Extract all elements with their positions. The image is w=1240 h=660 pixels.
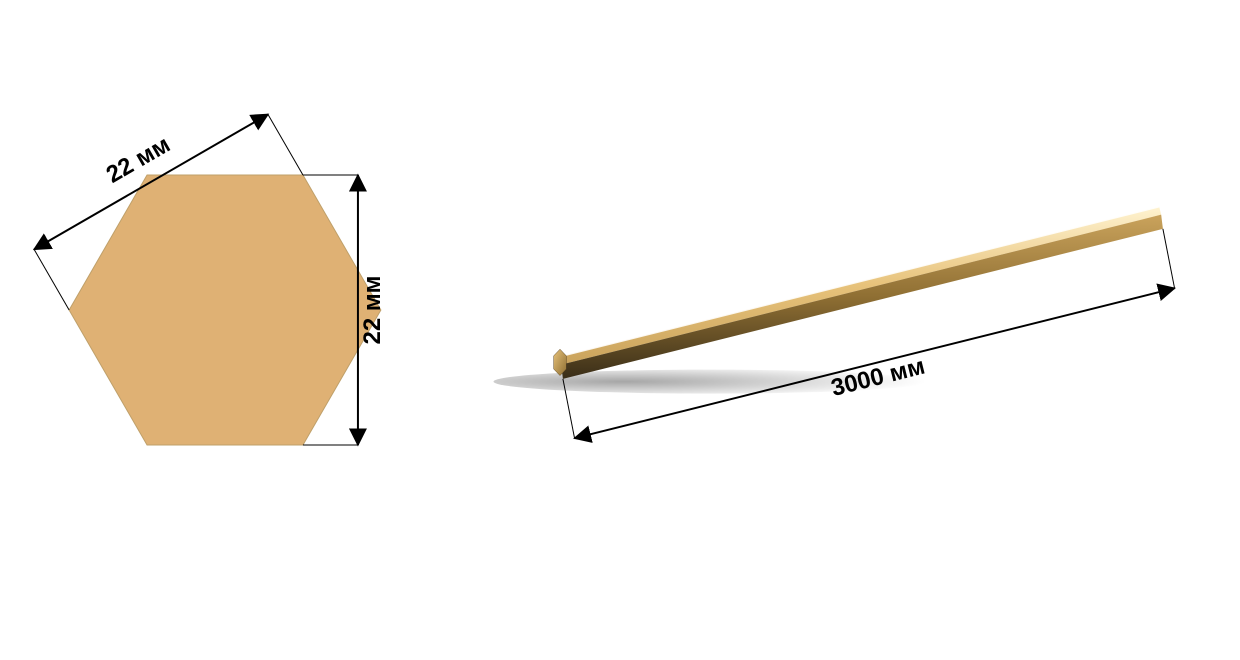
hexagon-cross-section	[69, 175, 381, 445]
dimension-height-label: 22 мм	[359, 276, 386, 345]
dimension-length-label: 3000 мм	[828, 353, 927, 402]
diagram-root: 22 мм 22 мм 3000 мм	[0, 0, 1240, 660]
rod-3d	[494, 207, 1163, 394]
